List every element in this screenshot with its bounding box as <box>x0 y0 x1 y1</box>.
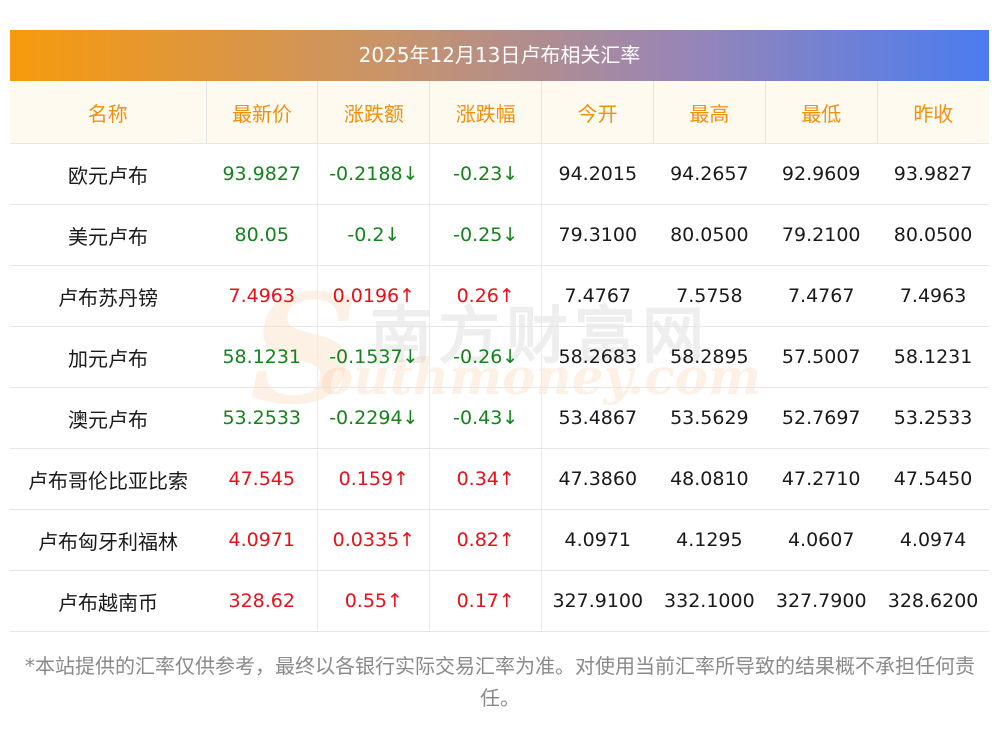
cell-prev: 7.4963 <box>877 265 989 327</box>
cell-name: 澳元卢布 <box>10 387 207 449</box>
cell-pct: 0.82↑ <box>429 509 543 571</box>
col-header-latest: 最新价 <box>206 81 319 144</box>
cell-low: 52.7697 <box>765 387 878 449</box>
rate-table-card: 2025年12月13日卢布相关汇率 名称 最新价 涨跌额 涨跌幅 今开 最高 最… <box>10 30 989 632</box>
table-row: 卢布越南币 328.62 0.55↑ 0.17↑ 327.9100 332.1000 327… <box>10 570 989 632</box>
cell-open: 327.9100 <box>541 570 654 632</box>
col-header-pct: 涨跌幅 <box>429 81 543 144</box>
table-row: 美元卢布 80.05 -0.2↓ -0.25↓ 79.3100 80.0500 79.210… <box>10 204 989 266</box>
cell-open: 53.4867 <box>541 387 654 449</box>
cell-high: 80.0500 <box>653 204 766 266</box>
cell-prev: 93.9827 <box>877 143 989 205</box>
cell-low: 327.7900 <box>765 570 878 632</box>
table-row: 卢布匈牙利福林 4.0971 0.0335↑ 0.82↑ 4.0971 4.1295 4.0… <box>10 509 989 571</box>
cell-name: 卢布匈牙利福林 <box>10 509 207 571</box>
cell-open: 4.0971 <box>541 509 654 571</box>
col-header-open: 今开 <box>541 81 654 144</box>
cell-pct: 0.34↑ <box>429 448 543 510</box>
cell-prev: 53.2533 <box>877 387 989 449</box>
cell-latest: 7.4963 <box>206 265 319 327</box>
table-row: 澳元卢布 53.2533 -0.2294↓ -0.43↓ 53.4867 53.5629 5… <box>10 387 989 449</box>
cell-low: 79.2100 <box>765 204 878 266</box>
cell-low: 47.2710 <box>765 448 878 510</box>
cell-pct: 0.26↑ <box>429 265 543 327</box>
col-header-prev: 昨收 <box>877 81 989 144</box>
cell-pct: 0.17↑ <box>429 570 543 632</box>
cell-name: 卢布越南币 <box>10 570 207 632</box>
cell-low: 92.9609 <box>765 143 878 205</box>
col-header-name: 名称 <box>10 81 207 144</box>
cell-pct: -0.25↓ <box>429 204 543 266</box>
cell-open: 58.2683 <box>541 326 654 388</box>
col-header-high: 最高 <box>653 81 766 144</box>
cell-latest: 80.05 <box>206 204 319 266</box>
col-header-low: 最低 <box>765 81 878 144</box>
header-row: 名称 最新价 涨跌额 涨跌幅 今开 最高 最低 昨收 <box>10 81 989 144</box>
cell-prev: 4.0974 <box>877 509 989 571</box>
cell-pct: -0.23↓ <box>429 143 543 205</box>
cell-latest: 93.9827 <box>206 143 319 205</box>
cell-prev: 80.0500 <box>877 204 989 266</box>
cell-open: 7.4767 <box>541 265 654 327</box>
cell-change: -0.2188↓ <box>317 143 431 205</box>
table-title: 2025年12月13日卢布相关汇率 <box>10 30 989 81</box>
cell-low: 7.4767 <box>765 265 878 327</box>
cell-high: 7.5758 <box>653 265 766 327</box>
cell-name: 卢布苏丹镑 <box>10 265 207 327</box>
cell-pct: -0.43↓ <box>429 387 543 449</box>
cell-open: 79.3100 <box>541 204 654 266</box>
cell-prev: 47.5450 <box>877 448 989 510</box>
cell-high: 4.1295 <box>653 509 766 571</box>
table-row: 卢布哥伦比亚比索 47.545 0.159↑ 0.34↑ 47.3860 48.0810 4… <box>10 448 989 510</box>
rate-table: 名称 最新价 涨跌额 涨跌幅 今开 最高 最低 昨收 欧元卢布 93.9827 -0… <box>10 81 989 632</box>
cell-change: -0.2↓ <box>317 204 431 266</box>
cell-latest: 47.545 <box>206 448 319 510</box>
cell-change: -0.2294↓ <box>317 387 431 449</box>
cell-high: 58.2895 <box>653 326 766 388</box>
cell-change: 0.0335↑ <box>317 509 431 571</box>
disclaimer-note: *本站提供的汇率仅供参考，最终以各银行实际交易汇率为准。对使用当前汇率所导致的结… <box>25 654 975 710</box>
cell-low: 57.5007 <box>765 326 878 388</box>
cell-change: 0.0196↑ <box>317 265 431 327</box>
cell-latest: 53.2533 <box>206 387 319 449</box>
cell-name: 美元卢布 <box>10 204 207 266</box>
table-row: 卢布苏丹镑 7.4963 0.0196↑ 0.26↑ 7.4767 7.5758 7.476… <box>10 265 989 327</box>
cell-latest: 4.0971 <box>206 509 319 571</box>
cell-change: 0.55↑ <box>317 570 431 632</box>
cell-name: 卢布哥伦比亚比索 <box>10 448 207 510</box>
cell-pct: -0.26↓ <box>429 326 543 388</box>
table-row: 欧元卢布 93.9827 -0.2188↓ -0.23↓ 94.2015 94.2657 9… <box>10 143 989 205</box>
table-row: 加元卢布 58.1231 -0.1537↓ -0.26↓ 58.2683 58.2895 5… <box>10 326 989 388</box>
cell-open: 94.2015 <box>541 143 654 205</box>
cell-name: 加元卢布 <box>10 326 207 388</box>
cell-change: -0.1537↓ <box>317 326 431 388</box>
cell-prev: 58.1231 <box>877 326 989 388</box>
cell-high: 48.0810 <box>653 448 766 510</box>
cell-change: 0.159↑ <box>317 448 431 510</box>
cell-latest: 58.1231 <box>206 326 319 388</box>
cell-name: 欧元卢布 <box>10 143 207 205</box>
cell-low: 4.0607 <box>765 509 878 571</box>
cell-high: 332.1000 <box>653 570 766 632</box>
cell-open: 47.3860 <box>541 448 654 510</box>
cell-high: 53.5629 <box>653 387 766 449</box>
cell-high: 94.2657 <box>653 143 766 205</box>
col-header-change: 涨跌额 <box>317 81 431 144</box>
cell-latest: 328.62 <box>206 570 319 632</box>
cell-prev: 328.6200 <box>877 570 989 632</box>
